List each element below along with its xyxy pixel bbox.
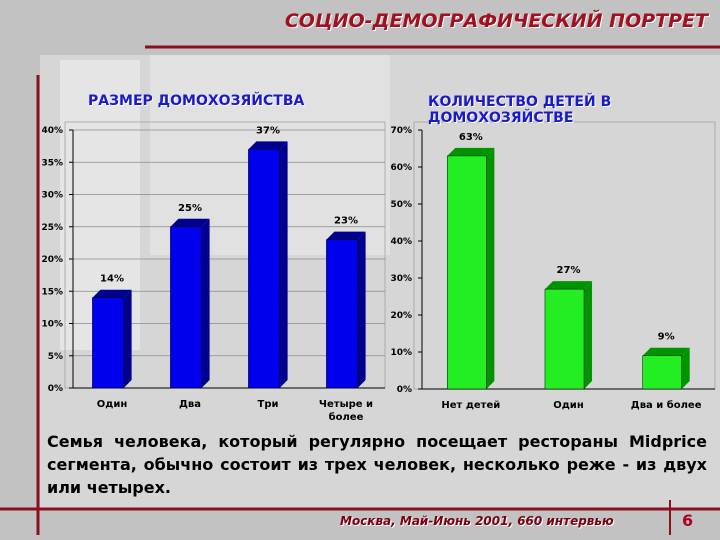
bar-side <box>201 218 210 388</box>
y-tick-label: 20% <box>390 311 412 321</box>
x-tick-label: Нет детей <box>441 400 501 411</box>
y-tick-label: 25% <box>41 223 63 233</box>
y-tick-label: 60% <box>390 163 412 173</box>
bar-top <box>447 147 495 156</box>
bar-side <box>123 289 132 388</box>
slide-title: СОЦИО-ДЕМОГРАФИЧЕСКИЙ ПОРТРЕТ <box>284 10 708 32</box>
value-label: 63% <box>459 132 483 143</box>
chart-title: КОЛИЧЕСТВО ДЕТЕЙ В ДОМОХОЗЯЙСТВЕ <box>428 94 612 126</box>
chart-title: РАЗМЕР ДОМОХОЗЯЙСТВА <box>88 93 305 109</box>
bar-top <box>544 281 593 290</box>
bar-top <box>642 347 690 356</box>
bar-side <box>486 147 495 389</box>
x-tick-label: Три <box>257 399 279 410</box>
y-tick-label: 30% <box>41 191 63 201</box>
bar <box>248 149 280 389</box>
bar-top <box>248 141 288 150</box>
bar-top <box>326 231 366 240</box>
y-tick-label: 5% <box>48 352 63 362</box>
x-tick-label: Четыре и более <box>318 399 374 423</box>
y-tick-label: 20% <box>41 255 63 265</box>
bar-top <box>92 289 132 298</box>
y-tick-label: 40% <box>41 126 63 136</box>
value-label: 14% <box>100 274 124 285</box>
x-tick-label: Один <box>553 400 584 411</box>
value-label: 37% <box>256 125 280 136</box>
bar <box>326 239 358 389</box>
value-label: 27% <box>557 265 581 276</box>
footer: Москва, Май-Июнь 2001, 660 интервью <box>340 514 614 528</box>
bar <box>447 155 487 390</box>
y-tick-label: 30% <box>390 274 412 284</box>
y-tick-label: 10% <box>41 320 63 330</box>
value-label: 9% <box>658 332 675 343</box>
x-tick-label: Два и более <box>630 400 702 411</box>
x-tick-label: Два <box>179 399 201 410</box>
y-tick-label: 10% <box>390 348 412 358</box>
page-number: 6 <box>682 511 694 530</box>
bar-top <box>170 218 210 227</box>
y-tick-label: 0% <box>48 384 63 394</box>
bar <box>642 355 682 390</box>
bar <box>170 226 202 389</box>
bar-side <box>357 231 366 388</box>
bar <box>92 297 124 389</box>
bar-side <box>279 141 288 388</box>
y-tick-label: 40% <box>390 237 412 247</box>
y-tick-label: 0% <box>397 385 412 395</box>
y-tick-label: 50% <box>390 200 412 210</box>
y-tick-label: 15% <box>41 287 63 297</box>
bar-side <box>584 281 593 389</box>
y-tick-label: 35% <box>41 158 63 168</box>
x-tick-label: Один <box>96 399 128 410</box>
bar-side <box>681 347 690 389</box>
body-text: Семья человека, который регулярно посеща… <box>47 432 707 497</box>
y-tick-label: 70% <box>390 126 412 136</box>
value-label: 25% <box>178 203 202 214</box>
value-label: 23% <box>334 216 358 227</box>
bar <box>544 288 585 390</box>
